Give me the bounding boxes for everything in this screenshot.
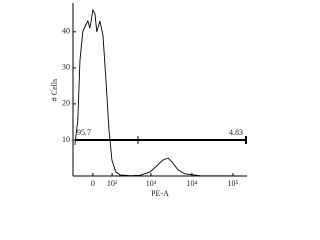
y-tick-label: 40	[62, 27, 70, 36]
x-tick-label: 10³	[146, 179, 157, 188]
gate-left-label: 95.7	[77, 128, 91, 137]
y-axis-label: # Cells	[50, 79, 59, 101]
x-tick-label: 10²	[107, 179, 118, 188]
gate-right-label: 4.83	[229, 128, 243, 137]
x-axis-label: PE-A	[151, 189, 169, 198]
histogram-line	[74, 8, 246, 177]
x-tick-label: 10⁴	[187, 179, 198, 188]
y-tick-label: 10	[62, 135, 70, 144]
y-tick-label: 20	[62, 99, 70, 108]
x-tick-label: 0	[91, 179, 95, 188]
y-tick-label: 30	[62, 63, 70, 72]
chart: # Cells PE-A 10 20 30 40 0 10² 10³ 10⁴ 10⁵ 95.7 4.…	[50, 3, 247, 198]
x-tick-label: 10⁵	[228, 179, 239, 188]
